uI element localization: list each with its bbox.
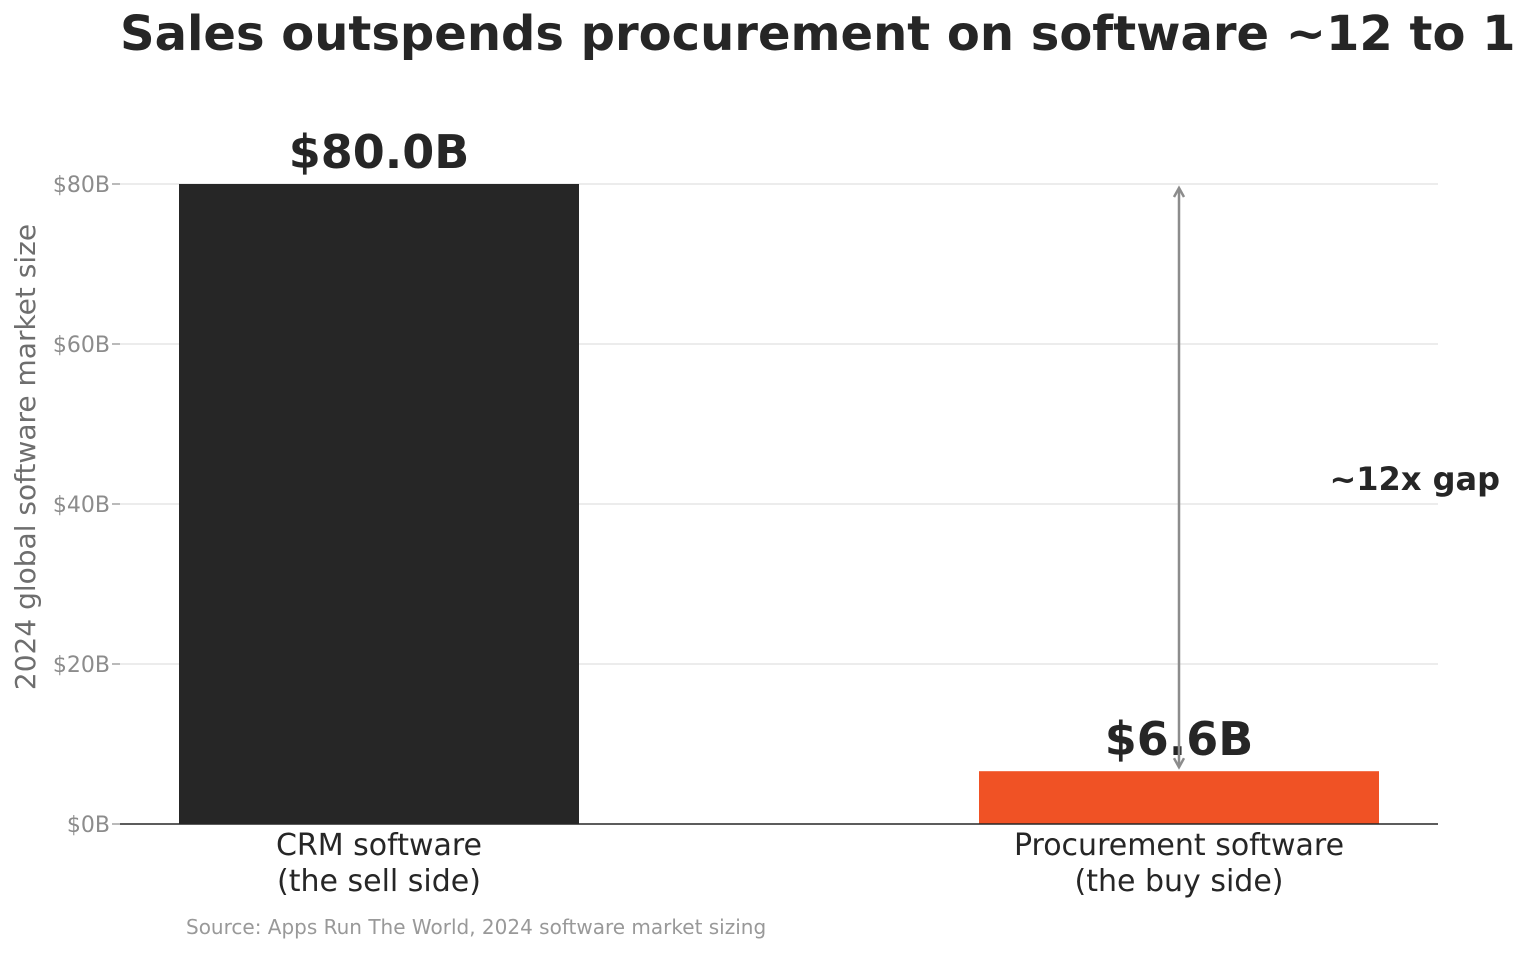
y-tick-label: $0B [67,813,110,838]
gap-annotation-label: ~12x gap [1329,460,1500,498]
axes [112,183,1438,825]
bar-value-label: $80.0B [289,125,470,179]
x-tick-label: (the sell side) [277,864,481,899]
x-tick-label: (the buy side) [1075,864,1284,899]
gap-arrow-head-up [1172,185,1186,198]
y-tick-label: $40B [53,493,110,518]
bar [179,184,579,824]
chart-title: Sales outspends procurement on software … [120,6,1516,62]
source-note: Source: Apps Run The World, 2024 softwar… [186,915,766,939]
x-tick-label: Procurement software [1014,828,1344,863]
gap-arrow-head-down [1172,757,1186,770]
y-tick-label: $80B [53,173,110,198]
bars [179,184,1379,824]
y-axis-label: 2024 global software market size [9,224,42,690]
y-tick-label: $20B [53,653,110,678]
y-tick-label: $60B [53,333,110,358]
bar [979,771,1379,824]
x-tick-label: CRM software [276,828,482,863]
